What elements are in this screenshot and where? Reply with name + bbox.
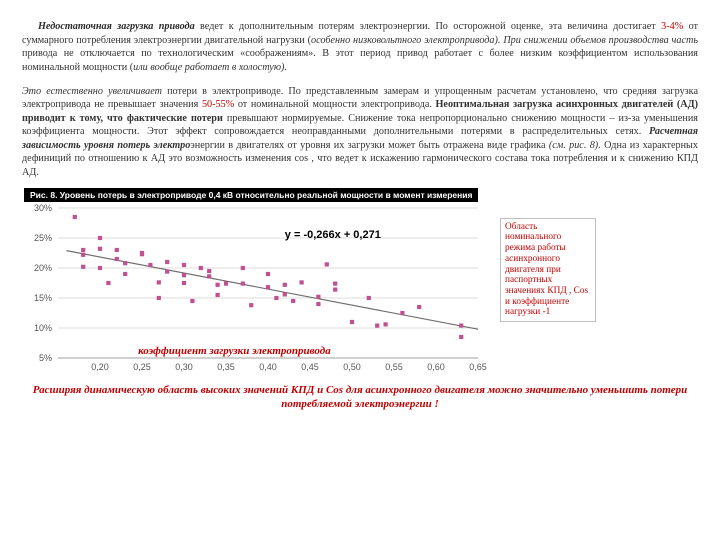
svg-text:15%: 15% xyxy=(34,293,52,303)
svg-text:0,45: 0,45 xyxy=(301,362,319,372)
svg-text:20%: 20% xyxy=(34,263,52,273)
svg-text:5%: 5% xyxy=(39,353,52,363)
paragraph-1: Недостаточная загрузка привода ведет к д… xyxy=(22,20,698,74)
svg-text:10%: 10% xyxy=(34,323,52,333)
p2-c: 50-55% xyxy=(202,99,234,110)
svg-text:0,25: 0,25 xyxy=(133,362,151,372)
paragraph-2: Это естественно увеличивает потери в эле… xyxy=(22,85,698,180)
svg-text:0,65: 0,65 xyxy=(469,362,487,372)
svg-text:y = -0,266x + 0,271: y = -0,266x + 0,271 xyxy=(285,229,381,241)
chart-caption-badge: Рис. 8. Уровень потерь в электроприводе … xyxy=(24,188,478,202)
svg-text:0,30: 0,30 xyxy=(175,362,193,372)
p2-i: (см. рис. 8). xyxy=(549,140,601,151)
side-note: Область номинального режима работы асинх… xyxy=(500,218,596,322)
p1-pct: 3-4% xyxy=(661,21,683,32)
svg-text:0,50: 0,50 xyxy=(343,362,361,372)
svg-text:коэффициент загрузки электропр: коэффициент загрузки электропривода xyxy=(138,345,331,357)
svg-text:0,40: 0,40 xyxy=(259,362,277,372)
p1-g: или вообще работает в холостую). xyxy=(133,62,287,73)
document-page: Недостаточная загрузка привода ведет к д… xyxy=(0,0,720,428)
footer-callout: Расширяя динамическую область высоких зн… xyxy=(22,384,698,412)
p2-a: Это естественно увеличивает xyxy=(22,86,162,97)
chart-row: Рис. 8. Уровень потерь в электроприводе … xyxy=(22,190,698,380)
svg-text:30%: 30% xyxy=(34,203,52,213)
svg-text:0,35: 0,35 xyxy=(217,362,235,372)
p1-f: привода не отключается по технологически… xyxy=(22,48,698,73)
p1-b: ведет к дополнительным потерям электроэн… xyxy=(195,21,661,32)
svg-text:0,20: 0,20 xyxy=(91,362,109,372)
chart-container: Рис. 8. Уровень потерь в электроприводе … xyxy=(22,190,492,380)
p1-lead: Недостаточная загрузка привода xyxy=(38,21,195,32)
p2-h: энергии в двигателях от уровня их загруз… xyxy=(190,140,548,151)
p1-e: особенно низковольтного электропривода).… xyxy=(311,35,698,46)
p2-d: от номинальной мощности электропривода. xyxy=(234,99,435,110)
scatter-chart: 5% 10% 15% 20% 25% 30% 0,20 0,25 0,30 0,35 0,40 0,4… xyxy=(22,190,492,380)
svg-text:0,60: 0,60 xyxy=(427,362,445,372)
svg-text:0,55: 0,55 xyxy=(385,362,403,372)
svg-text:25%: 25% xyxy=(34,233,52,243)
